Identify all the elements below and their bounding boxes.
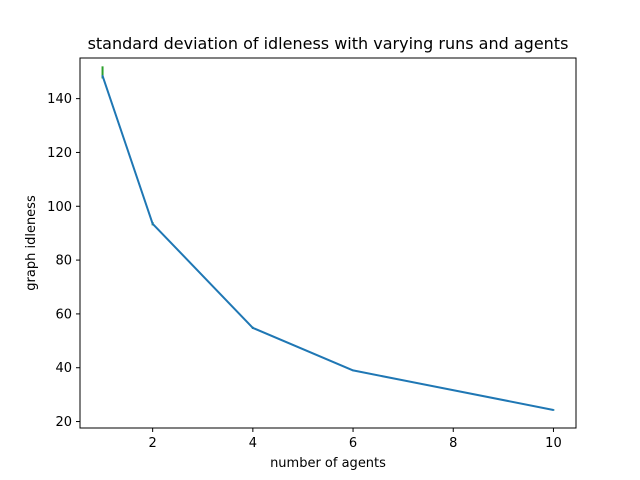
- data-point: [101, 74, 104, 77]
- y-tick-label: 40: [55, 361, 72, 376]
- y-tick-label: 60: [55, 307, 72, 322]
- data-point: [251, 326, 254, 329]
- y-axis: 20 40 60 80 100 120 140: [47, 92, 80, 430]
- data-point: [151, 222, 154, 225]
- y-tick-label: 120: [47, 146, 72, 161]
- plot-area: [101, 66, 555, 411]
- y-tick-label: 140: [47, 92, 72, 107]
- x-tick-label: 2: [149, 436, 157, 451]
- y-axis-label: graph idleness: [24, 195, 39, 291]
- chart-title: standard deviation of idleness with vary…: [88, 34, 569, 53]
- y-tick-label: 20: [55, 415, 72, 430]
- y-tick-label: 80: [55, 254, 72, 269]
- data-point: [352, 369, 354, 372]
- x-tick-label: 4: [249, 436, 257, 451]
- y-tick-label: 100: [47, 200, 72, 215]
- x-axis-label: number of agents: [270, 456, 386, 471]
- x-tick-label: 8: [449, 436, 457, 451]
- x-axis: 2 4 6 8 10: [149, 428, 562, 451]
- x-tick-label: 6: [349, 436, 357, 451]
- data-point: [552, 409, 555, 411]
- plot-frame: [79, 57, 577, 429]
- x-tick-label: 10: [545, 436, 562, 451]
